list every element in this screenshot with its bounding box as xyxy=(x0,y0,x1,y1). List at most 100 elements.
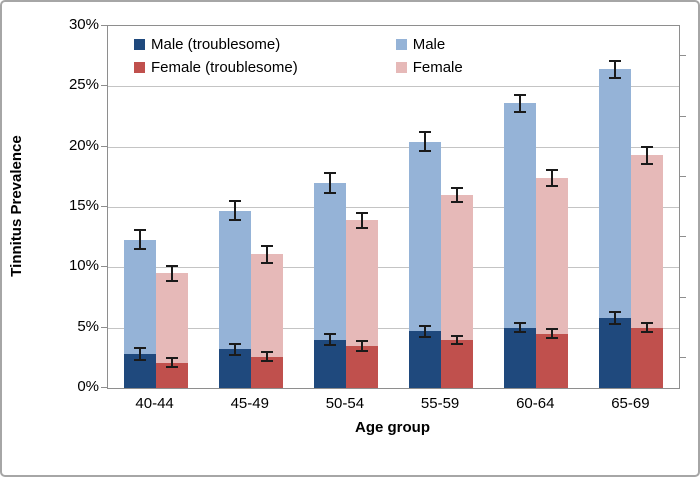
error-bar-cap-male xyxy=(514,93,527,96)
y-tick-label: 15% xyxy=(68,197,99,214)
gridline xyxy=(108,327,679,329)
error-bar-cap-male xyxy=(323,191,336,194)
legend-item-female: Female xyxy=(395,59,463,76)
gridline xyxy=(108,267,679,269)
y-tick-label: 30% xyxy=(68,16,99,33)
error-bar-cap-female-troublesome xyxy=(260,359,273,362)
error-bar-cap-male xyxy=(228,219,241,222)
error-bar-cap-female xyxy=(165,265,178,268)
legend-item-female-troublesome: Female (troublesome) xyxy=(134,59,298,76)
legend-swatch-male-troublesome-icon xyxy=(134,39,145,50)
y-axis-minor-tick xyxy=(680,115,686,117)
error-bar-cap-female-troublesome xyxy=(451,342,464,345)
error-bar-line-female-troublesome xyxy=(646,322,649,333)
legend-label-male-troublesome: Male (troublesome) xyxy=(151,36,281,53)
legend-column-2: Male Female xyxy=(395,36,463,76)
error-bar-cap-female-troublesome xyxy=(451,334,464,337)
x-tick-label: 60-64 xyxy=(516,395,555,412)
error-bar-line-female-troublesome xyxy=(360,340,363,351)
error-bar-cap-male xyxy=(419,150,432,153)
error-bar-cap-male-troublesome xyxy=(133,347,146,350)
error-bar-cap-female xyxy=(355,226,368,229)
error-bar-cap-male-troublesome xyxy=(228,353,241,356)
error-bar-cap-male xyxy=(514,110,527,113)
legend-label-female: Female xyxy=(412,59,463,76)
legend-item-male: Male xyxy=(395,36,463,53)
bar-female-troublesome xyxy=(250,356,283,388)
error-bar-cap-female-troublesome xyxy=(165,366,178,369)
y-tick-label: 5% xyxy=(77,317,99,335)
error-bar-cap-male xyxy=(419,131,432,134)
error-bar-cap-female-troublesome xyxy=(355,339,368,342)
error-bar-line-female-troublesome xyxy=(551,329,554,338)
y-tick-label: 0% xyxy=(77,378,99,395)
legend-column-1: Male (troublesome) Female (troublesome) xyxy=(134,36,298,76)
plot-area: Male (troublesome) Female (troublesome) … xyxy=(107,25,680,389)
error-bar-cap-female-troublesome xyxy=(355,349,368,352)
error-bar-cap-female xyxy=(546,168,559,171)
error-bar-cap-female xyxy=(165,279,178,282)
bar-male-troublesome xyxy=(504,327,537,388)
error-bar-cap-male-troublesome xyxy=(419,324,432,327)
y-axis-minor-tick xyxy=(680,236,686,238)
error-bar-cap-female-troublesome xyxy=(641,331,654,334)
y-axis-tick xyxy=(101,25,107,26)
legend-label-male: Male xyxy=(412,36,446,53)
bar-female-troublesome xyxy=(345,345,378,388)
gridline xyxy=(108,146,679,148)
gridline xyxy=(108,207,679,208)
error-bar-cap-female xyxy=(451,186,464,189)
x-tick-label: 50-54 xyxy=(325,395,365,412)
x-tick-label: 65-69 xyxy=(611,395,650,412)
error-bar-cap-male xyxy=(133,228,146,231)
error-bar-cap-male-troublesome xyxy=(609,323,622,326)
error-bar-cap-male-troublesome xyxy=(228,342,241,345)
error-bar-cap-female-troublesome xyxy=(260,351,273,354)
error-bar-cap-male-troublesome xyxy=(514,321,527,324)
error-bar-line-male xyxy=(614,60,617,78)
error-bar-line-female xyxy=(170,266,173,281)
y-axis-tick xyxy=(101,266,107,268)
error-bar-cap-female xyxy=(355,212,368,215)
bar-male-troublesome xyxy=(599,318,632,388)
y-axis-tick xyxy=(101,387,107,388)
chart-legend: Male (troublesome) Female (troublesome) … xyxy=(134,36,463,76)
y-axis-title: Tinnitus Prevalence xyxy=(8,135,25,277)
y-axis-tick xyxy=(101,206,107,207)
y-axis-minor-tick xyxy=(680,175,686,177)
legend-swatch-male-icon xyxy=(395,39,407,50)
y-axis-tick xyxy=(101,85,107,87)
error-bar-cap-male xyxy=(228,199,241,202)
legend-item-male-troublesome: Male (troublesome) xyxy=(134,36,298,53)
error-bar-cap-male xyxy=(609,76,622,79)
legend-label-female-troublesome: Female (troublesome) xyxy=(151,59,298,76)
y-axis-minor-tick xyxy=(680,55,686,57)
error-bar-line-female-troublesome xyxy=(456,335,459,344)
x-tick-label: 55-59 xyxy=(420,395,460,412)
error-bar-cap-male-troublesome xyxy=(133,359,146,362)
error-bar-line-male-troublesome xyxy=(424,325,427,337)
error-bar-cap-male xyxy=(609,59,622,62)
error-bar-line-female xyxy=(646,146,649,164)
error-bar-line-female xyxy=(551,169,554,187)
error-bar-cap-male-troublesome xyxy=(514,331,527,334)
error-bar-cap-male xyxy=(133,248,146,251)
error-bar-line-male xyxy=(424,132,427,152)
error-bar-cap-male xyxy=(323,172,336,175)
bar-male-troublesome xyxy=(409,331,442,388)
error-bar-cap-female-troublesome xyxy=(641,321,654,324)
x-tick-label: 40-44 xyxy=(135,395,174,412)
bar-male-troublesome xyxy=(313,339,346,388)
y-tick-label: 20% xyxy=(68,136,99,154)
error-bar-line-male-troublesome xyxy=(233,343,236,355)
bar-female-troublesome xyxy=(536,333,569,388)
error-bar-cap-male-troublesome xyxy=(419,335,432,338)
error-bar-cap-female xyxy=(641,145,654,148)
y-axis-tick xyxy=(101,145,107,147)
y-tick-label: 10% xyxy=(68,257,99,275)
error-bar-cap-male-troublesome xyxy=(323,333,336,336)
legend-swatch-female-icon xyxy=(395,62,407,73)
legend-swatch-female-troublesome-icon xyxy=(134,62,145,73)
error-bar-line-male-troublesome xyxy=(138,348,141,361)
error-bar-line-male xyxy=(233,200,236,221)
